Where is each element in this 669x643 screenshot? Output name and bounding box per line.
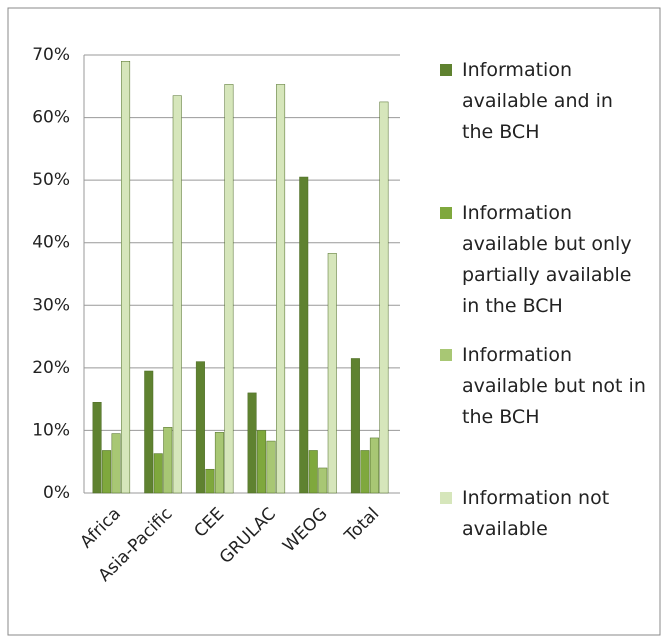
y-tick-label: 20% <box>32 358 70 378</box>
legend-item: Information not available <box>440 483 650 545</box>
bar <box>299 176 309 494</box>
bar <box>214 432 224 494</box>
legend-swatch <box>440 349 452 361</box>
bar <box>360 450 370 494</box>
chart-frame <box>7 7 661 636</box>
bar <box>308 450 318 494</box>
bar <box>266 440 276 494</box>
bar <box>92 402 102 494</box>
y-tick-label: 70% <box>32 45 70 65</box>
legend-swatch <box>440 64 452 76</box>
legend-swatch <box>440 492 452 504</box>
legend-label: Information available but not in the BCH <box>462 344 646 428</box>
bar <box>195 361 205 494</box>
bar <box>102 450 112 494</box>
bar <box>153 453 163 494</box>
bar <box>163 427 173 494</box>
y-tick-label: 60% <box>32 108 70 128</box>
bar <box>276 84 286 494</box>
bar <box>247 392 257 494</box>
bar <box>144 370 154 494</box>
bar <box>205 468 215 494</box>
y-tick-label: 10% <box>32 420 70 440</box>
y-tick-label: 0% <box>43 483 70 503</box>
bar <box>327 253 337 494</box>
x-tick-label: Total <box>340 504 383 547</box>
x-tick-label: CEE <box>191 504 229 542</box>
legend-label: Information available and in the BCH <box>462 59 613 143</box>
y-tick-label: 30% <box>32 295 70 315</box>
legend-label: Information not available <box>462 487 610 540</box>
bar <box>379 101 389 494</box>
legend-swatch <box>440 207 452 219</box>
bar <box>121 61 131 494</box>
legend-item: Information available but not in the BCH <box>440 340 650 433</box>
y-tick-label: 50% <box>32 170 70 190</box>
bar <box>224 84 234 494</box>
x-tick-label: Africa <box>76 504 124 552</box>
x-tick-label: WEOG <box>279 504 331 556</box>
y-tick-label: 40% <box>32 233 70 253</box>
bar <box>369 437 379 494</box>
legend-item: Information available but only partially… <box>440 198 650 322</box>
bar <box>172 95 182 494</box>
bar <box>350 358 360 494</box>
x-tick-label: GRULAC <box>216 504 280 568</box>
bar <box>318 467 328 494</box>
bar <box>257 430 267 494</box>
bar <box>111 433 121 494</box>
legend-label: Information available but only partially… <box>462 202 632 317</box>
legend-item: Information available and in the BCH <box>440 55 650 148</box>
